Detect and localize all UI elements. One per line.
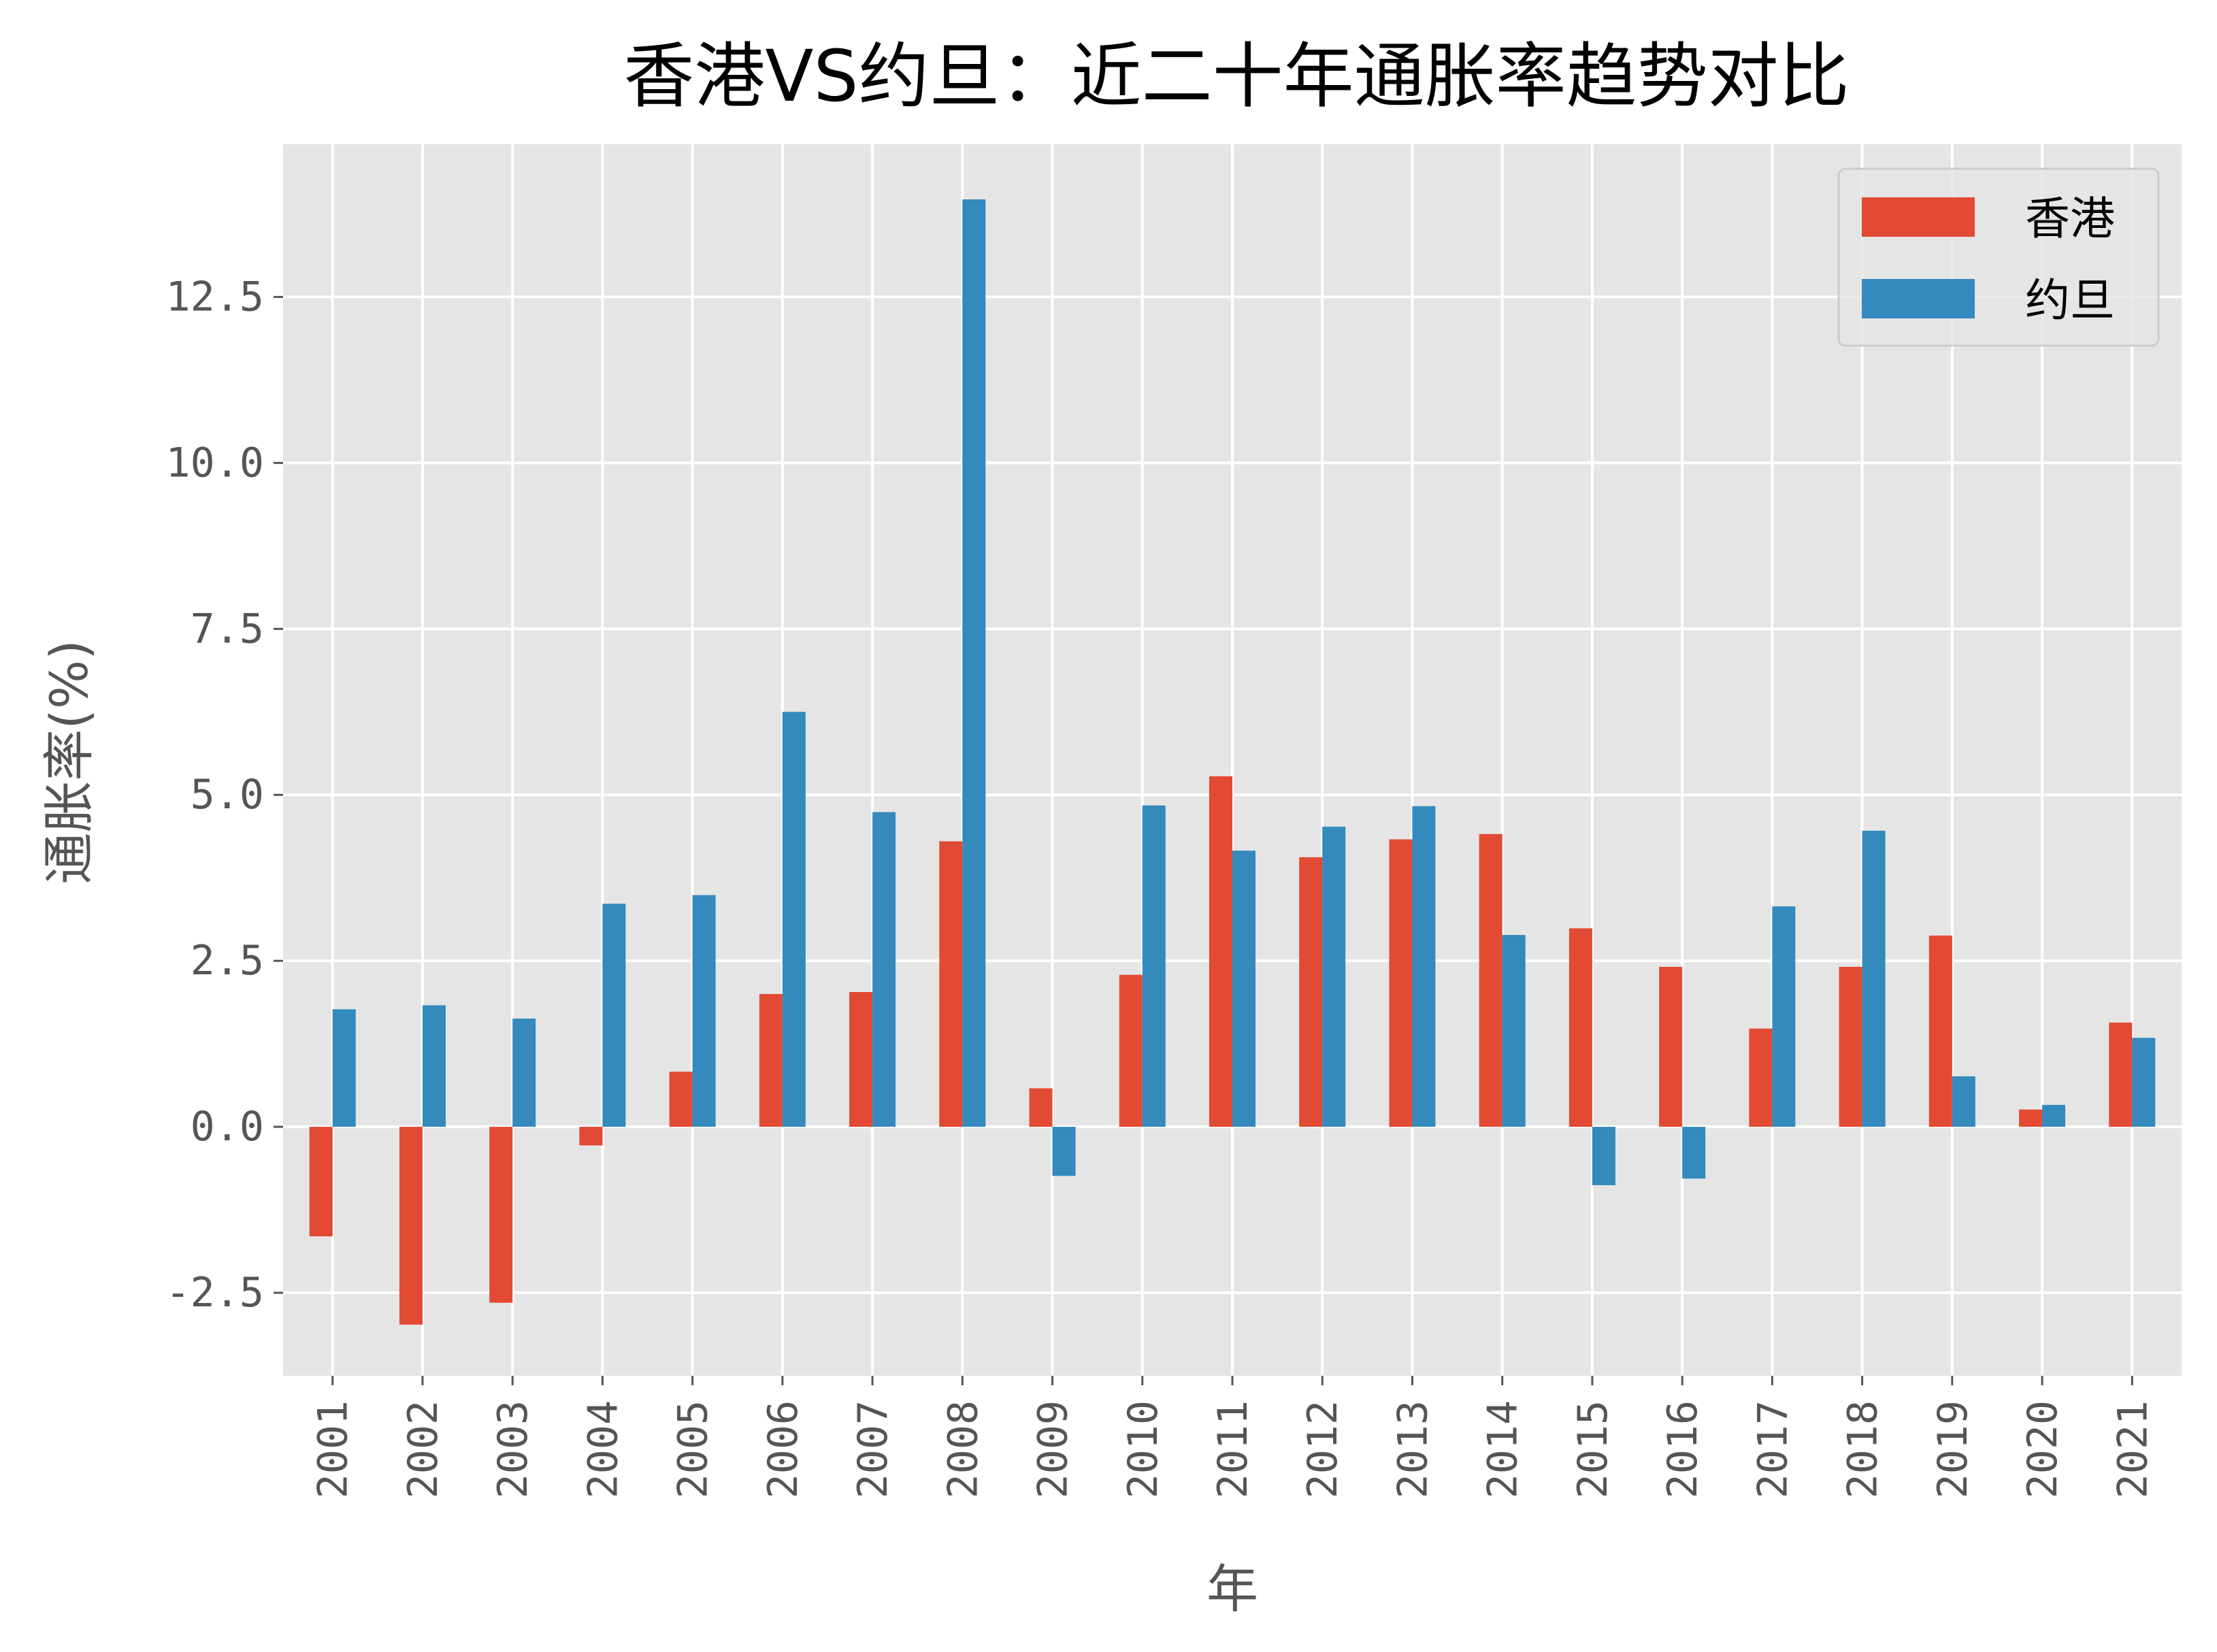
y-tick-label: 2.5 xyxy=(191,937,264,985)
x-tick-label: 2015 xyxy=(1569,1400,1617,1499)
x-tick-label: 2013 xyxy=(1389,1400,1436,1499)
bar-hongkong-2007 xyxy=(849,992,873,1127)
bar-hongkong-2013 xyxy=(1389,839,1413,1127)
bar-hongkong-2005 xyxy=(669,1072,693,1127)
y-tick-label: -2.5 xyxy=(166,1269,265,1317)
bar-hongkong-2001 xyxy=(309,1127,333,1237)
x-tick-label: 2002 xyxy=(399,1400,447,1499)
x-tick-label: 2021 xyxy=(2109,1400,2156,1499)
bar-hongkong-2014 xyxy=(1479,833,1502,1127)
bar-hongkong-2019 xyxy=(1928,936,1952,1127)
legend-swatch-jordan xyxy=(1862,279,1975,318)
x-tick-label: 2003 xyxy=(489,1400,537,1499)
x-tick-label: 2019 xyxy=(1929,1400,1977,1499)
bar-hongkong-2011 xyxy=(1209,776,1232,1127)
y-tick-label: 10.0 xyxy=(166,439,265,486)
bar-jordan-2006 xyxy=(782,712,806,1127)
y-tick-label: 5.0 xyxy=(191,771,264,819)
bar-jordan-2019 xyxy=(1952,1076,1975,1127)
bar-jordan-2003 xyxy=(512,1019,536,1127)
legend-label-jordan: 约旦 xyxy=(2025,274,2115,327)
x-tick-label: 2016 xyxy=(1659,1400,1707,1499)
y-tick-label: 0.0 xyxy=(191,1103,264,1151)
bar-jordan-2004 xyxy=(602,904,626,1127)
x-tick-label: 2004 xyxy=(579,1400,627,1499)
y-tick-label: 12.5 xyxy=(166,273,265,320)
bar-jordan-2014 xyxy=(1502,935,1526,1127)
x-tick-label: 2018 xyxy=(1839,1400,1887,1499)
bar-jordan-2011 xyxy=(1232,850,1255,1127)
bar-jordan-2021 xyxy=(2132,1038,2156,1127)
bar-jordan-2020 xyxy=(2042,1104,2066,1127)
bar-hongkong-2010 xyxy=(1119,974,1143,1127)
bar-hongkong-2021 xyxy=(2109,1022,2133,1127)
y-ticks: -2.5 0.0 2.5 5.0 7.5 10.0 12.5 xyxy=(166,273,283,1317)
bar-hongkong-2004 xyxy=(579,1127,603,1146)
bars xyxy=(309,199,2156,1325)
bar-jordan-2016 xyxy=(1682,1127,1706,1179)
y-axis-label: 通胀率(%) xyxy=(39,640,99,885)
x-tick-label: 2011 xyxy=(1209,1400,1257,1499)
x-tick-label: 2005 xyxy=(670,1400,717,1499)
chart-title: 香港VS约旦：近二十年通胀率趋势对比 xyxy=(623,35,1849,118)
bar-jordan-2012 xyxy=(1322,827,1346,1127)
bar-jordan-2010 xyxy=(1142,805,1166,1127)
x-tick-label: 2009 xyxy=(1030,1400,1077,1499)
legend-label-hk: 香港 xyxy=(2025,193,2115,245)
x-tick-label: 2012 xyxy=(1299,1400,1347,1499)
bar-jordan-2001 xyxy=(332,1009,356,1127)
x-axis-label: 年 xyxy=(1206,1559,1258,1619)
bar-hongkong-2012 xyxy=(1299,857,1323,1127)
bar-hongkong-2017 xyxy=(1749,1028,1773,1127)
bar-hongkong-2016 xyxy=(1659,966,1683,1127)
x-tick-label: 2007 xyxy=(849,1400,897,1499)
x-tick-label: 2006 xyxy=(759,1400,807,1499)
bar-jordan-2008 xyxy=(962,199,986,1127)
bar-jordan-2015 xyxy=(1592,1127,1615,1185)
bar-hongkong-2009 xyxy=(1029,1088,1053,1127)
bar-hongkong-2020 xyxy=(2019,1109,2043,1127)
y-tick-label: 7.5 xyxy=(191,605,264,652)
bar-hongkong-2015 xyxy=(1569,928,1592,1127)
bar-hongkong-2006 xyxy=(759,993,783,1127)
bar-jordan-2002 xyxy=(422,1005,446,1127)
bar-hongkong-2002 xyxy=(399,1127,423,1325)
bar-hongkong-2018 xyxy=(1839,966,1862,1127)
bar-jordan-2013 xyxy=(1412,806,1436,1127)
x-tick-label: 2014 xyxy=(1479,1400,1527,1499)
bar-jordan-2009 xyxy=(1052,1127,1076,1176)
bar-hongkong-2008 xyxy=(939,841,963,1127)
x-tick-label: 2017 xyxy=(1749,1400,1796,1499)
bar-jordan-2005 xyxy=(692,895,716,1127)
x-tick-label: 2008 xyxy=(939,1400,987,1499)
bar-jordan-2017 xyxy=(1772,906,1796,1127)
x-tick-label: 2010 xyxy=(1119,1400,1167,1499)
bar-hongkong-2003 xyxy=(489,1127,513,1303)
legend: 香港 约旦 xyxy=(1837,167,2160,347)
x-ticks: 2001 2002 2003 2004 2005 2006 2007 2008 2009 2010… xyxy=(310,1376,2156,1499)
bar-jordan-2007 xyxy=(872,812,896,1127)
x-tick-label: 2001 xyxy=(310,1400,357,1499)
x-tick-label: 2020 xyxy=(2019,1400,2067,1499)
bar-jordan-2018 xyxy=(1862,830,1886,1127)
legend-swatch-hk xyxy=(1862,197,1975,237)
